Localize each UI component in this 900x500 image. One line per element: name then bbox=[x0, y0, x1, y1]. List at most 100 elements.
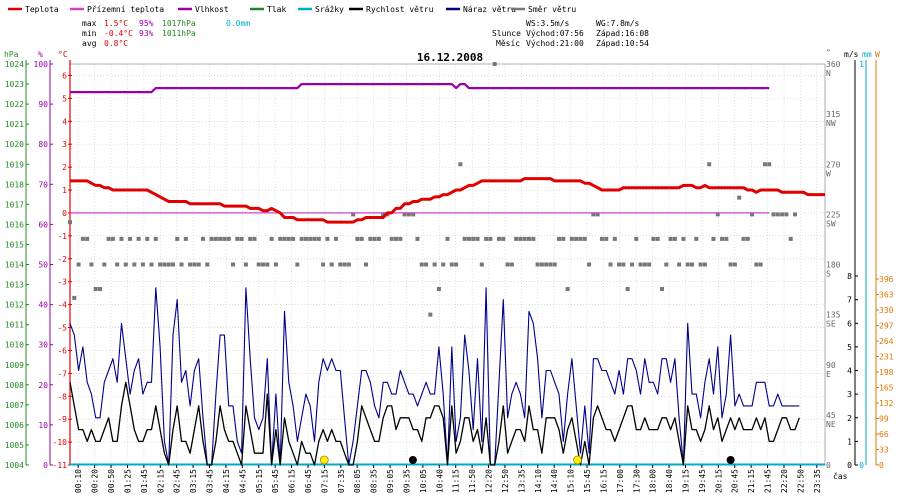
wind-dir-point bbox=[428, 312, 433, 317]
wind-dir-point bbox=[561, 236, 566, 241]
wind-dir-point bbox=[231, 262, 236, 267]
x-tick-label: 00:50 bbox=[107, 469, 116, 493]
wind-dir-point bbox=[484, 236, 489, 241]
x-tick-label: 09:05 bbox=[386, 469, 395, 493]
wind-dir-point bbox=[522, 236, 527, 241]
press-tick: 1011 bbox=[5, 321, 24, 330]
x-tick-label: 06:45 bbox=[304, 469, 313, 493]
wind-dir-point bbox=[411, 212, 416, 217]
wind-dir-point bbox=[132, 262, 137, 267]
axis-unit-press: hPa bbox=[4, 50, 19, 59]
temp-tick: 2 bbox=[62, 163, 67, 172]
wind-dir-point bbox=[792, 212, 797, 217]
wind-dir-point bbox=[376, 236, 381, 241]
wind-dir-point bbox=[303, 236, 308, 241]
wind-dir-point bbox=[295, 262, 300, 267]
wind-dir-point bbox=[767, 162, 772, 167]
x-tick-label: 11:50 bbox=[468, 469, 477, 493]
wind-dir-point bbox=[252, 236, 257, 241]
wind-dir-point bbox=[265, 262, 270, 267]
ms-tick: 2 bbox=[847, 414, 852, 423]
info-sun-label: Slunce bbox=[492, 29, 521, 38]
legend-label: Tlak bbox=[267, 5, 286, 14]
ms-tick: 6 bbox=[847, 319, 852, 328]
x-tick-label: 13:35 bbox=[517, 469, 526, 493]
press-tick: 1018 bbox=[5, 180, 24, 189]
wind-dir-point bbox=[449, 262, 454, 267]
wind-dir-point bbox=[299, 236, 304, 241]
x-axis: 00:10 00:20 00:50 01:25 01:45 02:15 02:45 03:15… bbox=[74, 465, 848, 493]
info-sunrise: Východ:07:56 bbox=[526, 29, 584, 38]
temp-tick: 1 bbox=[62, 186, 67, 195]
temp-tick: -6 bbox=[57, 346, 67, 355]
wind-dir-point bbox=[445, 236, 450, 241]
hum-tick: 10 bbox=[38, 421, 48, 430]
w-tick: 99 bbox=[879, 415, 889, 424]
wind-dir-point bbox=[651, 236, 656, 241]
w-tick: 198 bbox=[879, 368, 894, 377]
x-tick-label: 08:35 bbox=[370, 469, 379, 493]
x-tick-label: 04:45 bbox=[238, 469, 247, 493]
wind-dir-point bbox=[647, 262, 652, 267]
temp-tick: 3 bbox=[62, 140, 67, 149]
x-tick-label: 01:25 bbox=[123, 469, 132, 493]
stats-temp: 1.5°C bbox=[104, 19, 128, 28]
wind-dir-point bbox=[496, 236, 501, 241]
wind-dir-point bbox=[612, 236, 617, 241]
mm-tick: 0 bbox=[859, 461, 864, 470]
stats-temp: -0.4°C bbox=[104, 29, 133, 38]
wind-dir-point bbox=[432, 262, 437, 267]
wind-dir-point bbox=[707, 162, 712, 167]
wind-dir-point bbox=[694, 236, 699, 241]
x-tick-label: 01:45 bbox=[140, 469, 149, 493]
x-axis-label: čas bbox=[833, 471, 848, 481]
w-tick: 66 bbox=[879, 430, 889, 439]
wind-dir-point bbox=[625, 287, 630, 292]
stats-label: avg bbox=[82, 39, 97, 48]
stats-rain: 0.0mm bbox=[226, 19, 250, 28]
wind-dir-point bbox=[638, 262, 643, 267]
press-tick: 1014 bbox=[5, 261, 24, 270]
wind-dir-point bbox=[784, 212, 789, 217]
x-tick-label: 06:15 bbox=[288, 469, 297, 493]
wind-dir-point bbox=[183, 236, 188, 241]
x-tick-label: 14:40 bbox=[550, 469, 559, 493]
wind-dir-point bbox=[394, 236, 399, 241]
stats-humidity: 93% bbox=[139, 29, 154, 38]
x-tick-label: 02:45 bbox=[173, 469, 182, 493]
wind-dir-point bbox=[557, 236, 562, 241]
press-tick: 1013 bbox=[5, 281, 24, 290]
wind-dir-point bbox=[505, 262, 510, 267]
wind-dir-point bbox=[153, 236, 158, 241]
wind-dir-point bbox=[587, 262, 592, 267]
wind-dir-point bbox=[170, 262, 175, 267]
x-tick-label: 16:15 bbox=[599, 469, 608, 493]
legend-label: Vlhkost bbox=[195, 5, 229, 14]
wind-dir-point bbox=[123, 262, 128, 267]
wind-dir-point bbox=[128, 236, 133, 241]
x-tick-label: 19:15 bbox=[681, 469, 690, 493]
series-temperature bbox=[70, 177, 825, 224]
wind-dir-point bbox=[282, 236, 287, 241]
temp-tick: -11 bbox=[53, 461, 68, 470]
sun-marker bbox=[319, 455, 329, 465]
wind-dir-point bbox=[209, 236, 214, 241]
stats-pressure: 1011hPa bbox=[162, 29, 196, 38]
ms-tick: 1 bbox=[847, 437, 852, 446]
x-tick-label: 07:35 bbox=[337, 469, 346, 493]
w-tick: 396 bbox=[879, 275, 894, 284]
dir-compass: SE bbox=[826, 320, 836, 329]
series-humidity bbox=[70, 82, 770, 94]
press-tick: 1022 bbox=[5, 100, 24, 109]
wind-dir-point bbox=[106, 236, 111, 241]
wind-dir-point bbox=[672, 236, 677, 241]
wind-dir-point bbox=[762, 162, 767, 167]
wind-dir-point bbox=[788, 236, 793, 241]
w-tick: 0 bbox=[879, 461, 884, 470]
hum-tick: 100 bbox=[34, 60, 49, 69]
wind-dir-point bbox=[316, 236, 321, 241]
wind-dir-point bbox=[80, 236, 85, 241]
press-tick: 1024 bbox=[5, 60, 24, 69]
wind-dir-point bbox=[574, 236, 579, 241]
wind-dir-point bbox=[677, 262, 682, 267]
